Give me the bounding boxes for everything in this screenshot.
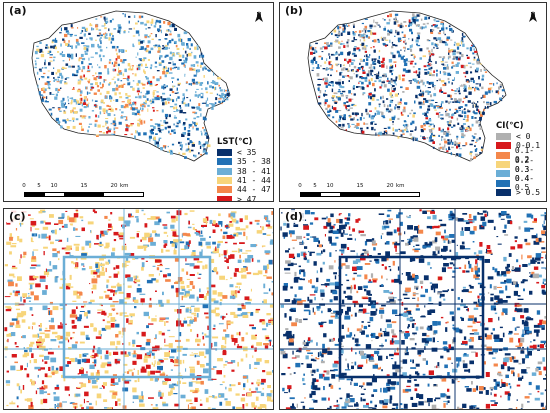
legend-swatch <box>496 188 511 196</box>
legend-item: 38 - 41 <box>217 167 271 176</box>
scale-tick-label: 5 <box>37 183 41 189</box>
building-footprints <box>280 209 546 409</box>
building-footprints <box>4 209 273 409</box>
legend-item: 0.2-0.3 <box>496 156 546 174</box>
legend-label: 0.4-0.5 <box>514 174 535 193</box>
legend-item: 0.3-0.4 <box>496 165 546 183</box>
legend-item: > 47 <box>217 194 271 202</box>
legend-swatch <box>217 177 232 185</box>
scale-unit: km <box>120 183 129 189</box>
legend-lst: LST(℃) < 35 35 - 38 38 - 41 41 - 44 44 - 47 >… <box>217 137 271 202</box>
legend-swatch <box>217 149 232 157</box>
lst-zoom-map <box>4 209 273 409</box>
scale-bar-b: 0 5 10 15 20 km <box>298 183 420 197</box>
scale-tick-label: 5 <box>313 183 317 189</box>
scale-tick-label: 15 <box>80 183 88 189</box>
legend-ci: CI(℃) < 0 0-0.1 0.1-0.2 0.2-0.3 0.3-0.4 0.4-0… <box>496 121 546 197</box>
legend-swatch <box>217 167 232 175</box>
legend-label: 0.2-0.3 <box>514 155 535 174</box>
panel-label-a: (a) <box>7 4 29 17</box>
north-arrow-icon <box>529 11 537 22</box>
city-boundary <box>31 10 231 162</box>
scale-tick-label: 0 <box>298 183 302 189</box>
raster-cells <box>34 13 230 159</box>
panel-label-d: (d) <box>283 210 305 223</box>
raster-cells <box>310 13 505 162</box>
scale-tick-label: 0 <box>22 183 26 189</box>
legend-item: 41 - 44 <box>217 176 271 185</box>
lst-map <box>31 10 231 162</box>
scale-tick-label: 10 <box>50 183 58 189</box>
legend-item: 0.4-0.5 <box>496 174 546 192</box>
legend-item: 0.1-0.2 <box>496 146 546 164</box>
legend-swatch <box>496 170 510 178</box>
legend-label: 0-0.1 <box>516 141 541 151</box>
legend-label: 38 - 41 <box>237 166 271 176</box>
legend-swatch <box>496 142 511 150</box>
legend-swatch <box>217 195 232 201</box>
legend-swatch <box>496 161 510 169</box>
legend-item: < 35 <box>217 148 271 157</box>
legend-label: 0.3-0.4 <box>514 164 535 183</box>
scale-unit: km <box>396 183 405 189</box>
legend-label: 35 - 38 <box>237 157 271 167</box>
ring-road <box>62 255 212 379</box>
legend-label: > 0.5 <box>516 187 541 197</box>
ring-road <box>338 255 485 379</box>
map-panel-c: (c) <box>3 208 274 410</box>
legend-label: < 35 <box>237 148 257 158</box>
legend-item: 35 - 38 <box>217 157 271 166</box>
legend-swatch <box>217 186 232 194</box>
legend-item: 0-0.1 <box>496 141 546 150</box>
legend-swatch <box>496 151 510 159</box>
legend-swatch <box>217 158 232 166</box>
north-arrow: N <box>252 11 266 22</box>
scale-tick-label: 10 <box>326 183 334 189</box>
legend-label: < 0 <box>516 132 531 142</box>
legend-item: < 0 <box>496 132 546 141</box>
ci-zoom-map <box>280 209 546 409</box>
legend-ci-title: CI(℃) <box>496 121 524 131</box>
ci-map <box>307 10 507 162</box>
legend-label: 44 - 47 <box>237 185 271 195</box>
legend-item: > 0.5 <box>496 188 546 197</box>
legend-label: 0.1-0.2 <box>514 146 535 165</box>
panel-label-c: (c) <box>7 210 28 223</box>
legend-swatch <box>496 179 510 187</box>
scale-tick-label: 20 <box>386 183 394 189</box>
north-arrow: N <box>526 11 540 22</box>
map-panel-b: (b) N CI(℃) < 00-0.10.1-0.20.2-0.30.3-0.… <box>279 2 547 202</box>
scale-bar-a: 0 5 10 15 20 km <box>22 183 144 197</box>
legend-item: 44 - 47 <box>217 185 271 194</box>
legend-swatch <box>496 133 511 141</box>
legend-label: > 47 <box>237 194 257 202</box>
scale-tick-label: 20 <box>110 183 118 189</box>
legend-label: 41 - 44 <box>237 176 271 186</box>
legend-lst-title: LST(℃) <box>217 137 253 147</box>
city-boundary <box>307 10 507 162</box>
north-arrow-icon <box>255 11 263 22</box>
map-panel-d: (d) <box>279 208 547 410</box>
scale-tick-label: 15 <box>356 183 364 189</box>
panel-label-b: (b) <box>283 4 305 17</box>
